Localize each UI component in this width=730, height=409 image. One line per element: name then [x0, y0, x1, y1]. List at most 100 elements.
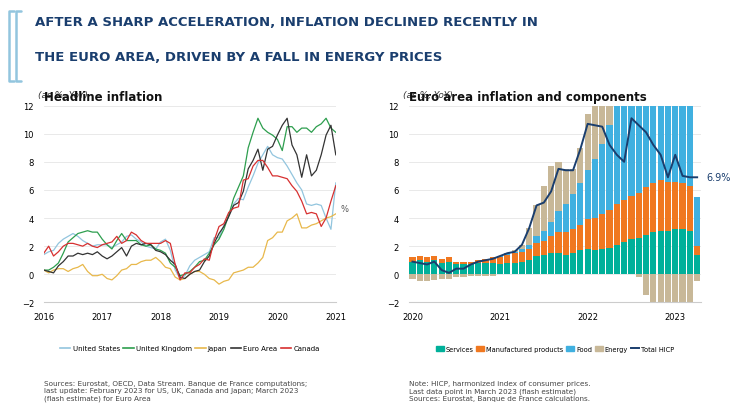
Bar: [446, 262, 452, 274]
Bar: [592, 160, 598, 218]
Euro Area: [331, 153, 340, 158]
Bar: [439, 263, 445, 274]
Text: (as %, YoY): (as %, YoY): [38, 91, 88, 100]
Bar: [461, 274, 466, 277]
Bar: [592, 251, 598, 274]
Bar: [483, 274, 488, 276]
United Kingdom: [200, 258, 209, 263]
United Kingdom: [176, 274, 185, 279]
Bar: [541, 231, 547, 241]
Japan: [142, 258, 150, 263]
Bar: [680, 230, 685, 274]
Bar: [446, 274, 452, 279]
Bar: [431, 274, 437, 280]
United States: [39, 252, 48, 257]
Euro Area: [39, 268, 48, 273]
Bar: [526, 261, 532, 274]
Bar: [658, 47, 664, 181]
Bar: [519, 252, 525, 262]
Line: Canada: Canada: [44, 161, 336, 280]
Bar: [563, 255, 569, 274]
Canada: [220, 222, 228, 227]
Bar: [621, 49, 627, 88]
Text: THE EURO AREA, DRIVEN BY A FALL IN ENERGY PRICES: THE EURO AREA, DRIVEN BY A FALL IN ENERG…: [35, 51, 442, 64]
Japan: [302, 226, 311, 231]
United Kingdom: [331, 130, 340, 135]
Bar: [585, 249, 591, 274]
Bar: [475, 261, 481, 263]
Bar: [621, 88, 627, 200]
Euro Area: [98, 254, 107, 259]
Bar: [453, 274, 459, 277]
Bar: [556, 162, 561, 211]
Canada: [253, 159, 262, 164]
Bar: [592, 218, 598, 251]
Euro Area: [180, 276, 189, 281]
Bar: [636, 274, 642, 277]
Bar: [475, 274, 481, 276]
Canada: [200, 257, 209, 262]
Bar: [541, 186, 547, 231]
Bar: [680, 184, 685, 230]
Bar: [526, 245, 532, 249]
Bar: [650, 274, 656, 303]
Bar: [424, 274, 430, 282]
Bar: [687, 231, 693, 274]
Japan: [39, 268, 48, 273]
Text: Note: HICP, harmonized index of consumer prices.
Last data point in March 2023 (: Note: HICP, harmonized index of consumer…: [409, 380, 591, 401]
Euro Area: [142, 241, 150, 246]
Bar: [504, 254, 510, 255]
Bar: [585, 220, 591, 249]
Bar: [490, 263, 496, 274]
Line: United Kingdom: United Kingdom: [44, 119, 336, 276]
Bar: [614, 106, 620, 204]
Japan: [331, 212, 340, 217]
Bar: [636, 238, 642, 274]
United Kingdom: [107, 247, 116, 252]
Text: Headline inflation: Headline inflation: [44, 91, 162, 104]
Canada: [302, 212, 311, 217]
Bar: [563, 233, 569, 255]
United Kingdom: [98, 237, 107, 242]
Bar: [665, 63, 671, 182]
Bar: [687, 274, 693, 338]
Bar: [431, 256, 437, 261]
Bar: [475, 263, 481, 274]
Bar: [658, 231, 664, 274]
Canada: [142, 241, 150, 246]
Bar: [417, 256, 423, 261]
Bar: [556, 233, 561, 254]
Bar: [643, 50, 649, 188]
Bar: [607, 126, 612, 210]
Bar: [468, 274, 474, 276]
Bar: [417, 261, 423, 274]
Bar: [687, 186, 693, 231]
United Kingdom: [142, 244, 150, 249]
Bar: [614, 47, 620, 106]
Bar: [410, 258, 415, 262]
Bar: [512, 254, 518, 263]
Euro Area: [200, 260, 209, 265]
Bar: [614, 204, 620, 245]
Legend: United States, United Kingdom, Japan, Euro Area, Canada: United States, United Kingdom, Japan, Eu…: [57, 343, 323, 354]
Japan: [215, 282, 223, 287]
Bar: [534, 256, 539, 274]
Bar: [490, 258, 496, 263]
Bar: [672, 182, 678, 230]
Bar: [636, 193, 642, 238]
Bar: [497, 256, 503, 258]
Bar: [439, 274, 445, 279]
Bar: [694, 255, 700, 274]
Bar: [694, 198, 700, 247]
Bar: [453, 262, 459, 265]
Bar: [497, 265, 503, 274]
Bar: [614, 245, 620, 274]
Bar: [621, 243, 627, 274]
United States: [200, 252, 209, 257]
Bar: [519, 262, 525, 274]
Bar: [607, 49, 612, 126]
Bar: [424, 262, 430, 274]
Bar: [629, 196, 634, 240]
United States: [142, 244, 150, 249]
Bar: [658, 181, 664, 231]
